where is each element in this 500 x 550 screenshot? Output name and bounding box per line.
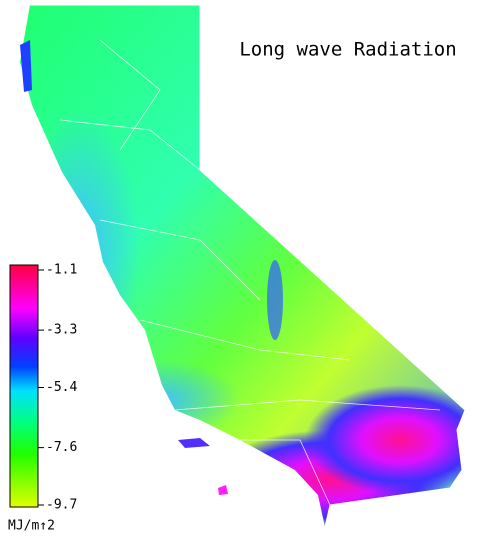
- legend-unit: MJ/m↑2: [8, 519, 55, 534]
- map-title: Long wave Radiation: [239, 39, 456, 61]
- tick-label: -1.1: [46, 263, 77, 278]
- island: [218, 485, 228, 495]
- coast-strip: [20, 40, 32, 92]
- channel-islands: [178, 438, 210, 448]
- tick-label: -7.6: [46, 440, 77, 455]
- tick-label: -9.7: [46, 498, 77, 513]
- color-bar-ticks: -1.1 -3.3 -5.4 -7.6 -9.7: [38, 263, 77, 513]
- tick-label: -5.4: [46, 380, 77, 395]
- california-map: [20, 4, 466, 528]
- color-bar: [9, 264, 39, 508]
- tick-label: -3.3: [46, 323, 77, 338]
